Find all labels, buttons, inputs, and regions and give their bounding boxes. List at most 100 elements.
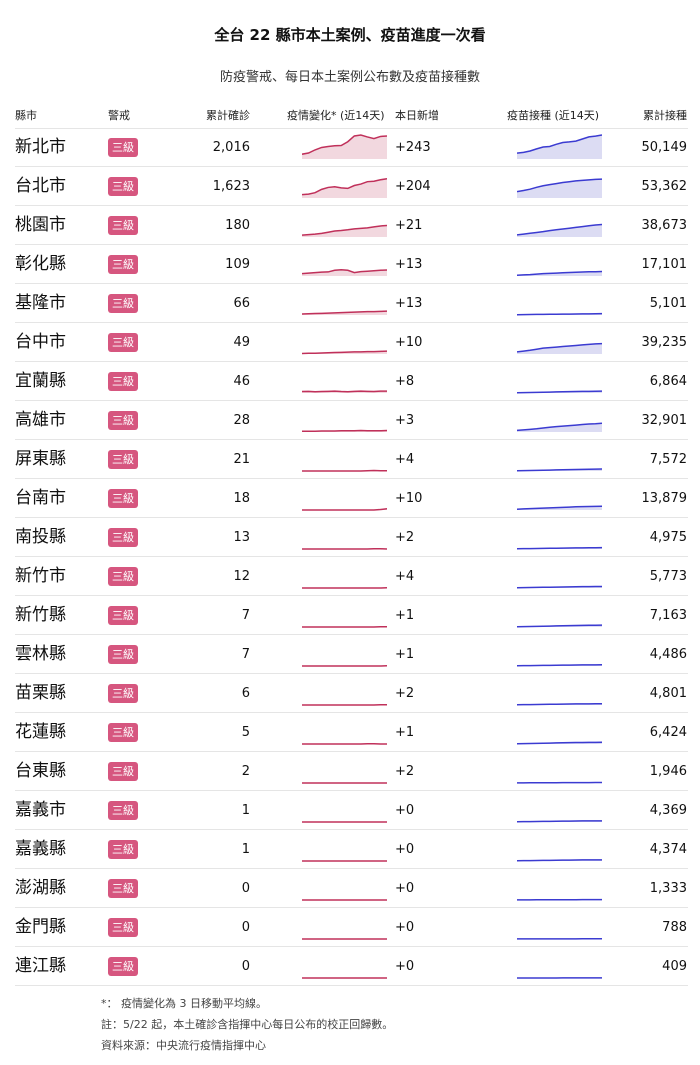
- header-total-cases: 累計確診: [206, 109, 250, 122]
- case-trend-sparkline: [302, 429, 387, 433]
- vaccine-total: 13,879: [641, 491, 688, 506]
- alert-level-badge: 三級: [108, 528, 138, 547]
- vaccine-trend-sparkline: [517, 312, 602, 316]
- new-cases-today: +204: [395, 179, 431, 194]
- total-cases: 66: [233, 296, 250, 311]
- case-trend-sparkline-line: [302, 350, 387, 355]
- alert-level-badge: 三級: [108, 489, 138, 508]
- new-cases-today: +2: [395, 764, 415, 779]
- vaccine-trend-sparkline: [517, 664, 602, 667]
- new-cases-today: +0: [395, 842, 415, 857]
- vaccine-total: 788: [662, 920, 687, 935]
- vaccine-total: 7,572: [649, 452, 687, 467]
- footnotes: *： 疫情變化為 3 日移動平均線。 註：5/22 起，本土確診含指揮中心每日公…: [101, 993, 393, 1056]
- vaccine-trend-sparkline: [517, 505, 602, 510]
- county-name: 新竹市: [15, 566, 66, 586]
- total-cases: 1,623: [212, 179, 250, 194]
- header-vaccine-trend: 疫苗接種 (近14天): [507, 109, 600, 122]
- vaccine-total: 4,369: [649, 803, 687, 818]
- vaccine-trend-sparkline: [517, 270, 602, 276]
- new-cases-today: +243: [395, 140, 431, 155]
- new-cases-today: +2: [395, 530, 415, 545]
- table-row: 連江縣 三級 0 +0 409: [0, 947, 700, 986]
- vaccine-trend-sparkline: [517, 741, 602, 745]
- case-trend-sparkline: [302, 626, 387, 628]
- total-cases: 18: [233, 491, 250, 506]
- county-name: 澎湖縣: [15, 878, 66, 898]
- case-trend-sparkline-line: [302, 269, 387, 275]
- case-trend-sparkline: [302, 665, 387, 667]
- vaccine-trend-sparkline: [517, 178, 602, 198]
- table-row: 金門縣 三級 0 +0 788: [0, 908, 700, 947]
- table-row: 桃園市 三級 180 +21 38,673: [0, 206, 700, 245]
- vaccine-total: 39,235: [641, 335, 688, 350]
- vaccine-total: 1,333: [649, 881, 687, 896]
- alert-level-badge: 三級: [108, 840, 138, 859]
- total-cases: 5: [241, 725, 250, 740]
- alert-level-badge: 三級: [108, 957, 138, 976]
- alert-level-badge: 三級: [108, 567, 138, 586]
- vaccine-trend-sparkline: [517, 820, 602, 823]
- table-row: 台中市 三級 49 +10 39,235: [0, 323, 700, 362]
- vaccine-total: 4,801: [649, 686, 687, 701]
- case-trend-sparkline-line: [302, 429, 387, 433]
- county-name: 桃園市: [15, 215, 66, 235]
- footnote-moving-average: *： 疫情變化為 3 日移動平均線。: [101, 997, 267, 1010]
- new-cases-today: +1: [395, 725, 415, 740]
- table-row: 台南市 三級 18 +10 13,879: [0, 479, 700, 518]
- case-trend-sparkline: [302, 224, 387, 237]
- vaccine-trend-sparkline-line: [517, 664, 602, 667]
- header-vaccine-total: 累計接種: [643, 109, 687, 122]
- county-name: 台南市: [15, 488, 66, 508]
- vaccine-total: 53,362: [641, 179, 688, 194]
- new-cases-today: +13: [395, 257, 423, 272]
- table-row: 新北市 三級 2,016 +243 50,149: [0, 128, 700, 167]
- case-trend-sparkline: [302, 938, 387, 940]
- vaccine-trend-sparkline-line: [517, 223, 602, 236]
- vaccine-trend-sparkline: [517, 342, 602, 354]
- vaccine-total: 5,101: [649, 296, 687, 311]
- total-cases: 46: [233, 374, 250, 389]
- new-cases-today: +13: [395, 296, 423, 311]
- case-trend-sparkline-line: [302, 134, 387, 155]
- footnote-source: 資料來源：中央流行疫情指揮中心: [101, 1039, 266, 1052]
- case-trend-sparkline: [302, 587, 387, 589]
- vaccine-trend-sparkline-line: [517, 312, 602, 316]
- new-cases-today: +10: [395, 335, 423, 350]
- alert-level-badge: 三級: [108, 255, 138, 274]
- alert-level-badge: 三級: [108, 684, 138, 703]
- vaccine-trend-sparkline: [517, 585, 602, 589]
- total-cases: 7: [241, 647, 250, 662]
- case-trend-sparkline: [302, 860, 387, 862]
- header-new-today: 本日新增: [395, 109, 439, 122]
- table-row: 南投縣 三級 13 +2 4,975: [0, 518, 700, 557]
- total-cases: 6: [241, 686, 250, 701]
- vaccine-total: 4,374: [649, 842, 687, 857]
- case-trend-sparkline-line: [302, 310, 387, 315]
- vaccine-trend-sparkline: [517, 468, 602, 472]
- county-name: 基隆市: [15, 293, 66, 313]
- vaccine-trend-sparkline-line: [517, 546, 602, 550]
- vaccine-trend-sparkline-line: [517, 422, 602, 432]
- vaccine-trend-sparkline: [517, 859, 602, 862]
- county-name: 連江縣: [15, 956, 66, 976]
- vaccine-trend-sparkline-line: [517, 820, 602, 823]
- table-row: 新竹縣 三級 7 +1 7,163: [0, 596, 700, 635]
- total-cases: 0: [241, 881, 250, 896]
- total-cases: 2: [241, 764, 250, 779]
- total-cases: 28: [233, 413, 250, 428]
- vaccine-trend-sparkline: [517, 546, 602, 550]
- alert-level-badge: 三級: [108, 294, 138, 313]
- alert-level-badge: 三級: [108, 333, 138, 352]
- vaccine-trend-sparkline-area: [517, 179, 602, 198]
- vaccine-trend-sparkline-line: [517, 178, 602, 193]
- total-cases: 0: [241, 920, 250, 935]
- total-cases: 13: [233, 530, 250, 545]
- case-trend-sparkline: [302, 310, 387, 315]
- table-row: 花蓮縣 三級 5 +1 6,424: [0, 713, 700, 752]
- table-row: 台北市 三級 1,623 +204 53,362: [0, 167, 700, 206]
- case-trend-sparkline: [302, 704, 387, 706]
- case-trend-sparkline: [302, 178, 387, 198]
- case-trend-sparkline: [302, 977, 387, 979]
- case-trend-sparkline-line: [302, 390, 387, 393]
